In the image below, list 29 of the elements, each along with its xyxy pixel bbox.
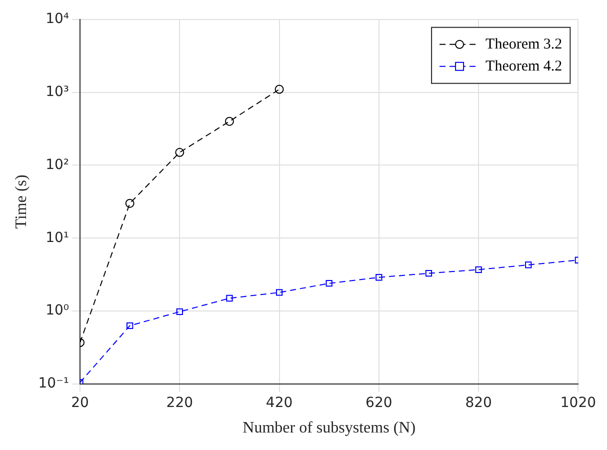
point xyxy=(376,274,382,281)
y-axis-title: Time (s) xyxy=(12,174,30,229)
y-tick-label: 10¹ xyxy=(46,230,70,246)
y-tick-label: 10⁴ xyxy=(46,11,70,28)
point xyxy=(176,308,183,316)
x-tick-label: 20 xyxy=(71,395,89,412)
legend-label: Theorem 3.2 xyxy=(486,36,562,52)
y-tick-label: 10⁰ xyxy=(46,302,70,319)
x-tick-label: 220 xyxy=(166,395,194,412)
point xyxy=(475,266,482,273)
x-axis-title: Number of subsystems (N) xyxy=(242,420,416,437)
x-tick-label: 1020 xyxy=(560,395,596,412)
point xyxy=(224,116,234,126)
x-tick-label: 620 xyxy=(366,395,392,412)
y-tick-label: 10² xyxy=(46,156,70,173)
x-tick-label: 420 xyxy=(266,395,293,412)
point xyxy=(226,294,233,302)
legend-label: Theorem 4.2 xyxy=(486,58,562,74)
point xyxy=(175,148,184,157)
point xyxy=(125,198,134,208)
y-tick-label: 10⁻¹ xyxy=(38,376,70,392)
point xyxy=(126,322,134,330)
y-tick-label: 10³ xyxy=(46,84,70,100)
point xyxy=(425,270,432,277)
point xyxy=(525,262,532,268)
x-tick-label: 820 xyxy=(465,395,492,412)
point xyxy=(326,280,332,287)
point xyxy=(276,289,283,296)
point xyxy=(274,84,284,94)
